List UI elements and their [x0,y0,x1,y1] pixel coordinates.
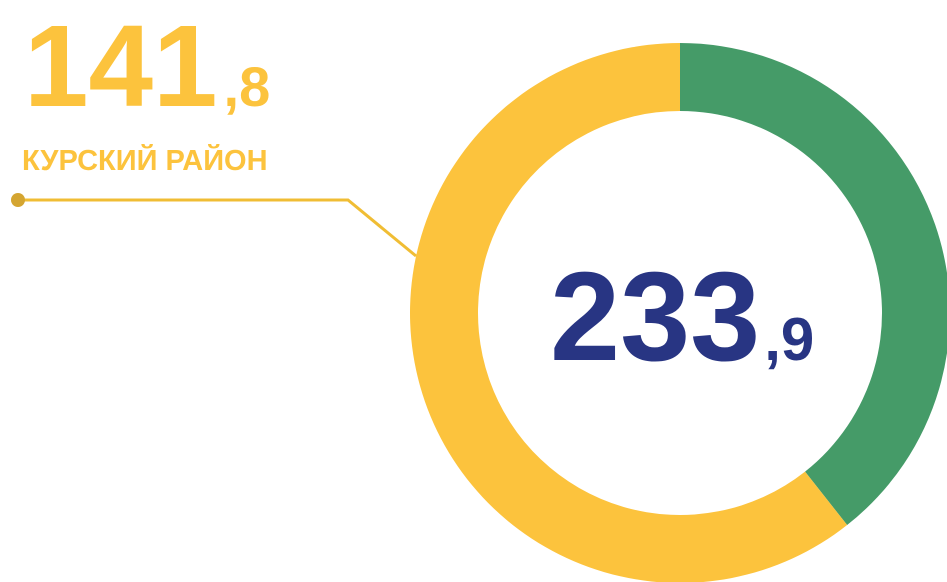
total-whole: 233 [550,246,760,387]
donut [410,43,947,582]
leader-line [18,198,417,258]
value-label-whole: 141 [24,1,218,131]
value-label-fraction: ,8 [224,55,271,118]
value-label: 141,8 [24,1,270,131]
donut-segment [410,43,848,582]
leader-dot [11,193,25,207]
category-label: КУРСКИЙ РАЙОН [22,143,268,177]
total-label: 233,9 [550,246,814,387]
total-fraction: ,9 [764,306,814,373]
donut-segment [680,43,947,526]
